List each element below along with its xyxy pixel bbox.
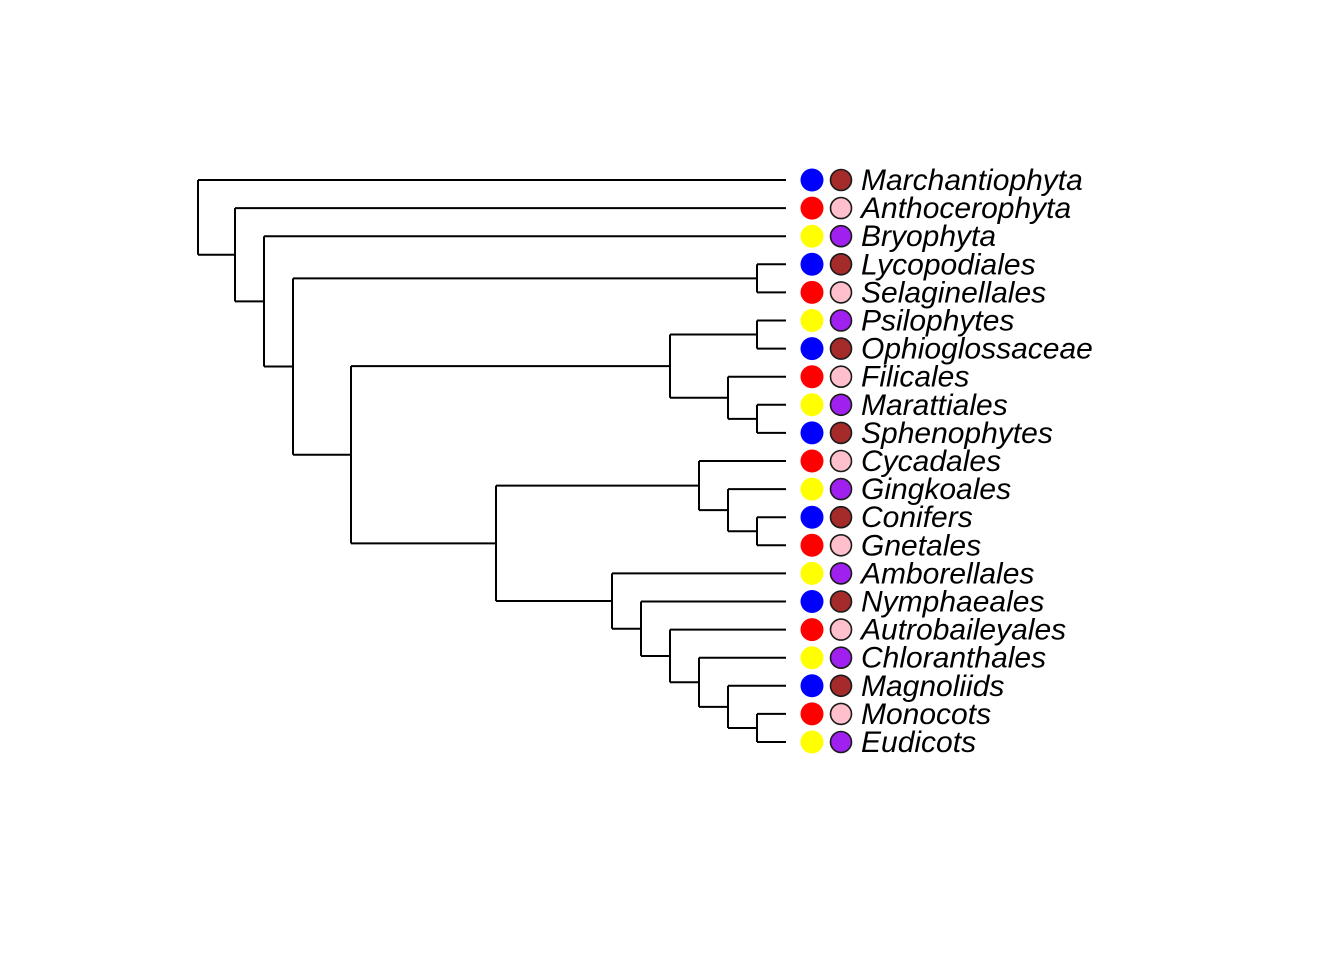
trait-a-dot [800, 168, 824, 192]
tip-label: Marattiales [861, 389, 1008, 422]
trait-b-dot [829, 646, 853, 670]
tip-eudicots: Eudicots [800, 726, 976, 759]
tip-label: Gingkoales [861, 473, 1011, 506]
tip-anthocerophyta: Anthocerophyta [800, 192, 1071, 225]
trait-a-dot [800, 337, 824, 361]
tip-label: Amborellales [859, 557, 1034, 590]
trait-a-dot [800, 252, 824, 276]
trait-b-dot [829, 674, 853, 698]
trait-a-dot [800, 702, 824, 726]
trait-b-dot [829, 252, 853, 276]
tip-conifers: Conifers [800, 501, 973, 534]
tip-cycadales: Cycadales [800, 445, 1001, 478]
trait-a-dot [800, 674, 824, 698]
tip-label: Eudicots [861, 726, 976, 759]
trait-a-dot [800, 196, 824, 220]
tip-gnetales: Gnetales [800, 529, 981, 562]
trait-a-dot [800, 730, 824, 754]
tip-label: Lycopodiales [861, 248, 1036, 281]
tree-branches [197, 179, 786, 743]
tip-selaginellales: Selaginellales [800, 276, 1046, 309]
trait-a-dot [800, 393, 824, 417]
tip-marchantiophyta: Marchantiophyta [800, 164, 1083, 197]
trait-b-dot [829, 224, 853, 248]
trait-a-dot [800, 365, 824, 389]
tip-label: Bryophyta [861, 220, 996, 253]
trait-b-dot [829, 393, 853, 417]
tip-label: Magnoliids [861, 670, 1004, 703]
tip-label: Marchantiophyta [861, 164, 1083, 197]
tip-label: Cycadales [861, 445, 1001, 478]
trait-a-dot [800, 224, 824, 248]
tip-label: Gnetales [861, 529, 981, 562]
tip-label: Selaginellales [861, 276, 1046, 309]
trait-b-dot [829, 477, 853, 501]
tip-bryophyta: Bryophyta [800, 220, 996, 253]
tip-label: Sphenophytes [861, 417, 1053, 450]
tip-autrobaileyales: Autrobaileyales [800, 614, 1066, 647]
tip-sphenophytes: Sphenophytes [800, 417, 1053, 450]
trait-b-dot [829, 533, 853, 557]
trait-b-dot [829, 590, 853, 613]
tip-label: Chloranthales [861, 642, 1046, 675]
tip-label: Filicales [861, 361, 969, 394]
trait-b-dot [829, 337, 853, 360]
tip-label: Monocots [861, 698, 991, 731]
tip-amborellales: Amborellales [800, 557, 1034, 590]
trait-a-dot [800, 280, 824, 304]
trait-a-dot [800, 533, 824, 557]
tip-nymphaeales: Nymphaeales [800, 586, 1044, 619]
tree-tips: MarchantiophytaAnthocerophytaBryophytaLy… [800, 164, 1093, 759]
tip-label: Conifers [861, 501, 973, 534]
trait-b-dot [829, 365, 853, 389]
trait-a-dot [800, 561, 824, 585]
tip-psilophytes: Psilophytes [800, 305, 1014, 338]
trait-b-dot [829, 702, 853, 726]
trait-b-dot [829, 196, 853, 220]
tip-gingkoales: Gingkoales [800, 473, 1011, 506]
trait-a-dot [800, 505, 824, 529]
tip-ophioglossaceae: Ophioglossaceae [800, 333, 1093, 366]
tip-label: Nymphaeales [861, 586, 1044, 619]
tip-chloranthales: Chloranthales [800, 642, 1046, 675]
trait-b-dot [829, 505, 853, 529]
trait-a-dot [800, 618, 824, 642]
tip-filicales: Filicales [800, 361, 969, 394]
trait-b-dot [829, 281, 853, 304]
trait-b-dot [829, 562, 853, 585]
tip-label: Autrobaileyales [859, 614, 1066, 647]
tip-marattiales: Marattiales [800, 389, 1008, 422]
trait-a-dot [800, 646, 824, 670]
trait-b-dot [829, 730, 853, 754]
trait-b-dot [829, 309, 853, 332]
tip-label: Ophioglossaceae [861, 333, 1093, 366]
tip-magnoliids: Magnoliids [800, 670, 1004, 703]
tip-label: Psilophytes [861, 305, 1014, 338]
tip-monocots: Monocots [800, 698, 991, 731]
trait-b-dot [829, 618, 853, 641]
trait-b-dot [829, 449, 853, 473]
tip-label: Anthocerophyta [859, 192, 1071, 225]
trait-a-dot [800, 477, 824, 501]
trait-a-dot [800, 590, 824, 613]
trait-b-dot [829, 168, 853, 192]
trait-a-dot [800, 421, 824, 445]
trait-a-dot [800, 309, 824, 332]
trait-b-dot [829, 421, 853, 445]
trait-a-dot [800, 449, 824, 473]
tip-lycopodiales: Lycopodiales [800, 248, 1036, 281]
